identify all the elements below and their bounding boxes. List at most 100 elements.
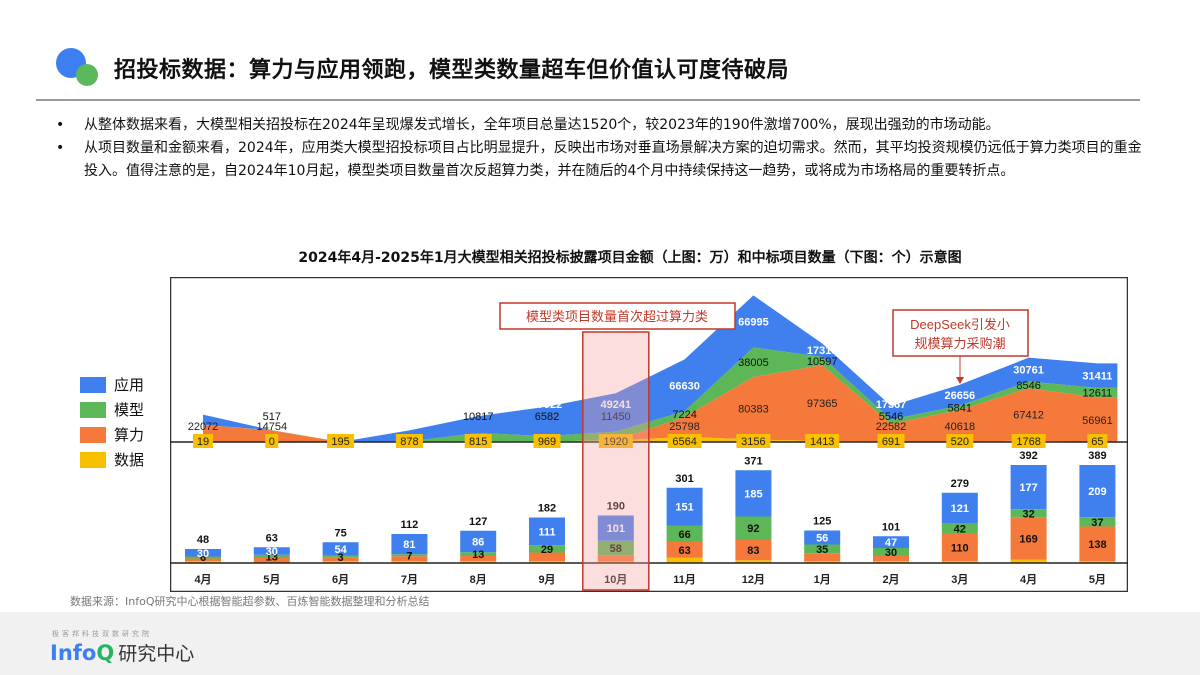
bar-segment <box>873 561 909 563</box>
area-模型 <box>203 347 1118 442</box>
svg-text:13: 13 <box>266 551 278 563</box>
svg-text:10597: 10597 <box>807 356 838 368</box>
svg-text:63: 63 <box>266 532 278 544</box>
svg-text:8月: 8月 <box>470 573 487 586</box>
bar-segment <box>460 530 497 553</box>
svg-text:66: 66 <box>678 529 690 541</box>
svg-text:22072: 22072 <box>188 421 219 433</box>
count-bar-chart <box>185 465 1116 563</box>
svg-text:301: 301 <box>675 473 693 485</box>
svg-text:48: 48 <box>197 534 209 546</box>
svg-text:6582: 6582 <box>535 411 559 423</box>
legend-item-compute: 算力 <box>80 422 144 447</box>
bar-segment <box>253 547 290 555</box>
legend-item-data: 数据 <box>80 447 144 472</box>
svg-text:7224: 7224 <box>672 409 696 421</box>
svg-text:29: 29 <box>541 544 553 556</box>
bar-segment <box>529 545 565 553</box>
svg-text:63: 63 <box>678 545 690 557</box>
svg-text:32: 32 <box>1022 508 1034 520</box>
brand-logo: InfoQ 研究中心 <box>50 641 195 665</box>
green-dot-icon <box>76 64 98 86</box>
bar-segment <box>597 561 634 563</box>
svg-text:66630: 66630 <box>669 380 700 392</box>
legend-swatch <box>80 401 106 418</box>
svg-text:177: 177 <box>1019 482 1037 494</box>
footer-subtitle: 极客邦科技双数研究院 <box>52 630 152 638</box>
svg-text:0: 0 <box>269 436 275 448</box>
bar-segment <box>735 470 772 517</box>
svg-text:56: 56 <box>816 533 828 545</box>
bar-segment <box>391 554 428 557</box>
bar-segment <box>735 516 772 540</box>
svg-text:22582: 22582 <box>876 421 907 433</box>
bar-segment <box>1010 465 1047 510</box>
svg-text:19: 19 <box>197 436 209 448</box>
svg-text:75: 75 <box>334 527 346 539</box>
svg-text:7: 7 <box>406 550 412 562</box>
svg-text:97365: 97365 <box>807 398 838 410</box>
svg-text:13: 13 <box>472 549 484 561</box>
bar-segment <box>873 555 909 561</box>
svg-text:185: 185 <box>744 488 762 500</box>
bar-segment <box>253 554 290 558</box>
bar-segment <box>1010 559 1047 563</box>
svg-text:8546: 8546 <box>1016 380 1040 392</box>
bar-segment <box>185 556 221 559</box>
svg-text:4月: 4月 <box>194 573 211 586</box>
svg-text:279: 279 <box>951 478 969 490</box>
bar-segment <box>1079 517 1116 527</box>
svg-text:5841: 5841 <box>948 403 972 415</box>
bar-segment <box>529 517 565 546</box>
svg-text:86: 86 <box>472 537 484 549</box>
svg-text:5月: 5月 <box>263 573 280 586</box>
svg-text:模型类项目数量首次超过算力类: 模型类项目数量首次超过算力类 <box>526 309 708 324</box>
svg-text:47: 47 <box>885 537 897 549</box>
svg-text:389: 389 <box>1088 450 1106 462</box>
bar-segment <box>529 561 565 563</box>
svg-text:169: 169 <box>1019 533 1037 545</box>
bar-segment <box>804 553 841 561</box>
svg-text:112: 112 <box>401 519 419 531</box>
svg-text:111: 111 <box>538 526 555 538</box>
bar-segment <box>185 558 221 561</box>
bar-segment <box>941 533 978 561</box>
svg-text:4月: 4月 <box>1020 573 1037 586</box>
svg-text:80383: 80383 <box>738 403 769 415</box>
svg-text:37: 37 <box>1091 517 1103 529</box>
svg-text:5月: 5月 <box>1089 573 1106 586</box>
svg-text:1768: 1768 <box>1016 436 1040 448</box>
svg-text:49241: 49241 <box>601 399 632 411</box>
bar-segment <box>253 558 290 563</box>
svg-text:182: 182 <box>538 503 556 515</box>
svg-text:2月: 2月 <box>882 573 899 586</box>
svg-text:56961: 56961 <box>1082 415 1113 427</box>
bar-segment <box>735 560 772 563</box>
svg-text:25798: 25798 <box>669 421 700 433</box>
bar-segment <box>1079 465 1116 518</box>
svg-text:190: 190 <box>607 501 625 513</box>
svg-text:878: 878 <box>400 436 418 448</box>
bar-segment <box>460 561 497 563</box>
legend-item-app: 应用 <box>80 372 144 397</box>
amount-area-chart <box>203 295 1118 442</box>
footer-bar: 极客邦科技双数研究院 InfoQ 研究中心 <box>0 612 1200 675</box>
bar-segment <box>873 548 909 556</box>
bar-segment <box>735 539 772 561</box>
svg-text:37922: 37922 <box>532 399 563 411</box>
bar-segment <box>322 561 359 563</box>
bar-segment <box>597 515 634 541</box>
svg-text:40618: 40618 <box>945 421 976 433</box>
svg-text:11450: 11450 <box>601 411 631 423</box>
bar-segment <box>460 555 497 561</box>
svg-text:81: 81 <box>403 539 415 551</box>
svg-text:规模算力采购潮: 规模算力采购潮 <box>914 336 1005 351</box>
svg-text:17318: 17318 <box>807 345 838 357</box>
bar-segment <box>391 556 428 561</box>
combined-chart: 630484月1330635月354756月7811127月13861278月2… <box>170 277 1128 592</box>
bar-segment <box>941 523 978 534</box>
svg-text:30: 30 <box>197 548 209 560</box>
svg-text:815: 815 <box>469 436 487 448</box>
svg-text:127: 127 <box>469 516 487 528</box>
